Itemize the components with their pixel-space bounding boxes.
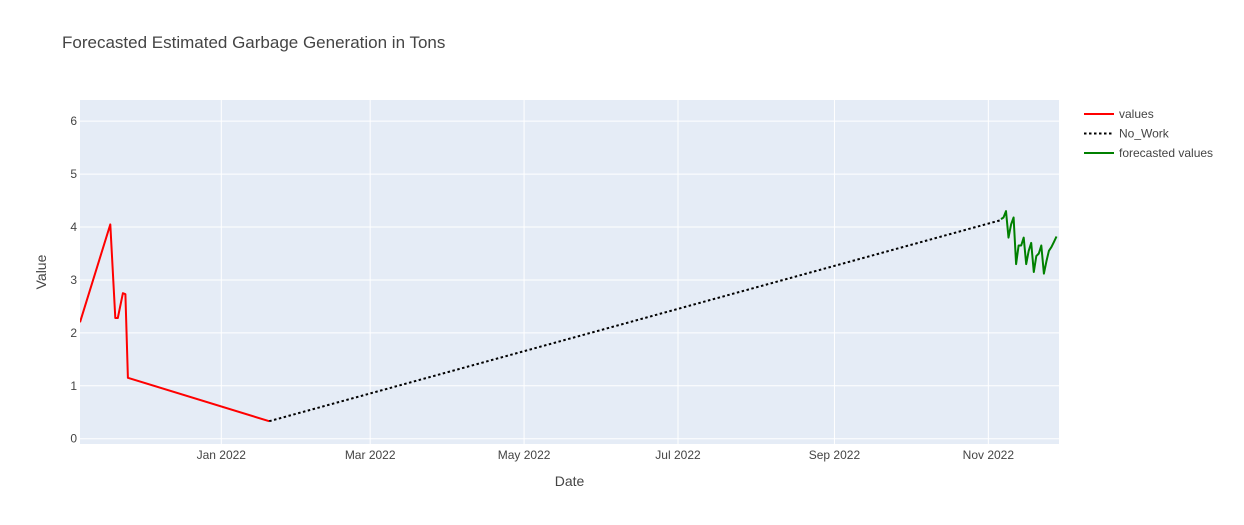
series-line-values[interactable] bbox=[80, 223, 270, 423]
legend[interactable]: values No_Work forecasted values bbox=[1084, 107, 1213, 160]
legend-item-no-work[interactable]: No_Work bbox=[1084, 127, 1170, 141]
plot-background bbox=[80, 100, 1059, 444]
y-axis-label: Value bbox=[33, 254, 49, 289]
x-tick-label: Sep 2022 bbox=[809, 448, 861, 462]
legend-label: values bbox=[1119, 107, 1154, 121]
legend-item-forecasted-values[interactable]: forecasted values bbox=[1084, 146, 1213, 160]
x-tick-label: Nov 2022 bbox=[963, 448, 1015, 462]
series-line-forecasted-values[interactable] bbox=[1000, 210, 1058, 275]
grid-layer bbox=[80, 100, 1059, 444]
y-tick-label: 0 bbox=[70, 432, 77, 446]
series-layer bbox=[80, 210, 1058, 423]
x-axis-label: Date bbox=[555, 473, 585, 489]
y-tick-label: 2 bbox=[70, 326, 77, 340]
tick-layer: 0 1 2 3 4 5 6 Jan 2022 Mar 2022 May 2022 Jul 2022 S… bbox=[70, 114, 1014, 462]
legend-label: forecasted values bbox=[1119, 146, 1213, 160]
series-line-no-work[interactable] bbox=[268, 219, 1002, 423]
x-tick-label: May 2022 bbox=[498, 448, 551, 462]
legend-label: No_Work bbox=[1119, 127, 1170, 141]
y-tick-label: 3 bbox=[70, 273, 77, 287]
legend-item-values[interactable]: values bbox=[1084, 107, 1154, 121]
chart-title: Forecasted Estimated Garbage Generation … bbox=[62, 33, 446, 52]
x-tick-label: Mar 2022 bbox=[345, 448, 396, 462]
y-tick-label: 1 bbox=[70, 379, 77, 393]
x-tick-label: Jul 2022 bbox=[655, 448, 701, 462]
y-tick-label: 4 bbox=[70, 220, 77, 234]
y-tick-label: 5 bbox=[70, 167, 77, 181]
x-tick-label: Jan 2022 bbox=[197, 448, 247, 462]
y-tick-label: 6 bbox=[70, 114, 77, 128]
